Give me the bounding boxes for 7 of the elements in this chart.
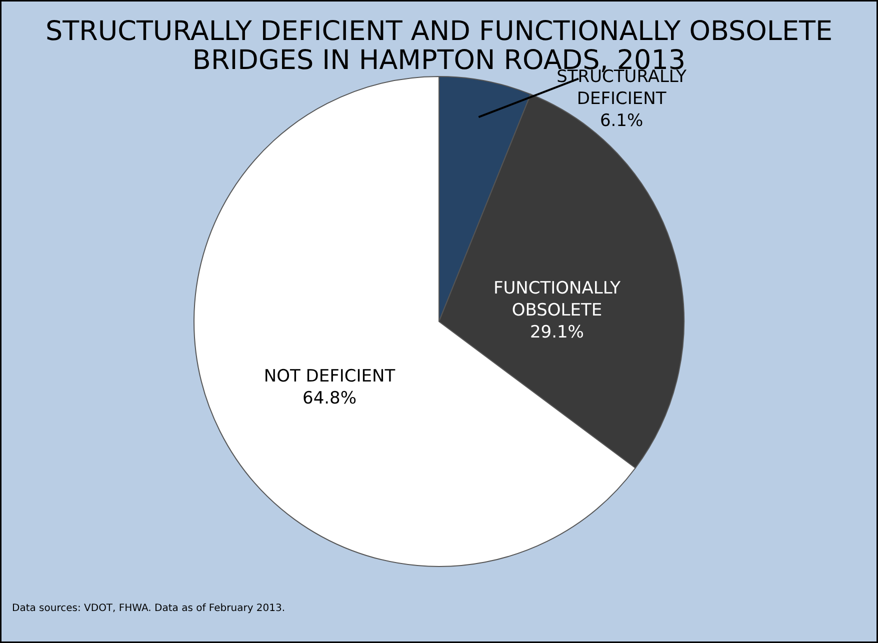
data-label: 64.8% bbox=[302, 388, 357, 408]
text: Data sources: VDOT, FHWA. Data as of February 2013. bbox=[12, 603, 286, 614]
data-label: 6.1% bbox=[600, 111, 644, 132]
slice-label: FUNCTIONALLY OBSOLETE bbox=[493, 278, 622, 320]
text: STRUCTURALLY DEFICIENT AND FUNCTIONALLY OBSOLETE bbox=[45, 16, 833, 47]
data-label: 29.1% bbox=[530, 322, 584, 342]
slice-label: NOT DEFICIENT bbox=[264, 366, 396, 386]
